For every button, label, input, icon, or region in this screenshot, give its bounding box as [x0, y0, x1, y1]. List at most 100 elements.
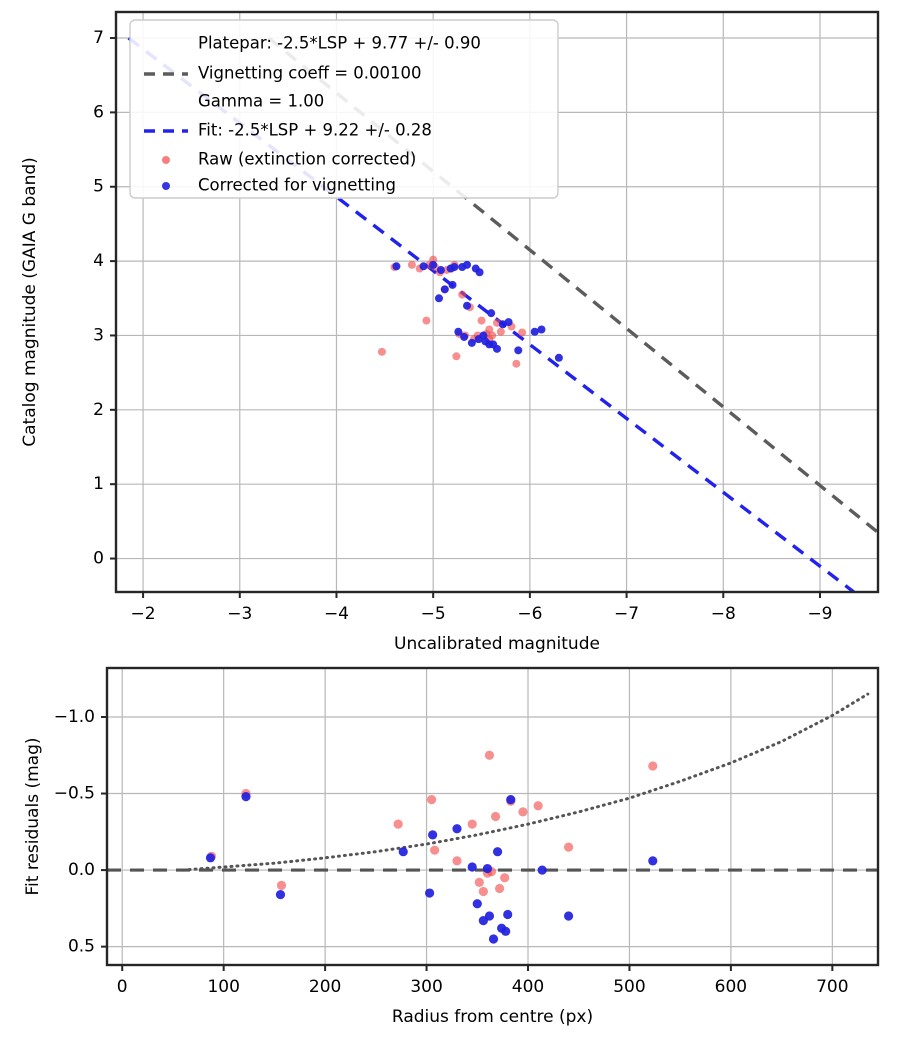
data-point — [533, 801, 543, 811]
ytick-label: 1 — [93, 474, 104, 494]
ytick-label: 5 — [93, 177, 104, 197]
xtick-label: −4 — [324, 604, 349, 624]
data-point — [241, 791, 251, 802]
data-point — [392, 262, 401, 271]
ytick-label: 0.5 — [68, 937, 95, 957]
data-point — [554, 353, 563, 362]
plot-area — [107, 692, 878, 944]
xtick-label: −3 — [227, 604, 252, 624]
axes-residuals: 0 100 200 300 400 500 600 700 0.5 0.0 −0.5 −1.0 Radi… — [23, 666, 880, 1027]
data-point — [463, 260, 472, 269]
data-point — [504, 318, 513, 327]
y-axis-title: Fit residuals (mag) — [23, 738, 43, 896]
data-point — [458, 290, 467, 299]
data-point — [472, 899, 482, 909]
data-point — [563, 842, 574, 852]
legend: Platepar: -2.5*LSP + 9.77 +/- 0.90 Vignet… — [129, 19, 559, 199]
legend-box — [129, 19, 559, 199]
xtick-label: 200 — [309, 977, 341, 997]
ytick-label: 4 — [93, 251, 104, 271]
data-point — [490, 811, 501, 822]
data-point — [467, 862, 477, 872]
xtick-label: −8 — [711, 604, 736, 624]
legend-label: Fit: -2.5*LSP + 9.22 +/- 0.28 — [198, 121, 432, 140]
data-point — [276, 880, 287, 890]
data-point — [275, 889, 286, 900]
legend-label: Corrected for vignetting — [198, 176, 396, 195]
data-point — [485, 325, 494, 334]
data-point — [506, 795, 516, 805]
ytick-label: −0.5 — [54, 784, 95, 804]
data-point — [452, 856, 462, 866]
ytick-label: 0 — [93, 549, 104, 569]
series-corrected — [205, 791, 658, 944]
data-point — [496, 327, 505, 336]
series-corrected — [392, 260, 563, 362]
data-point — [648, 761, 658, 771]
data-point — [422, 316, 431, 325]
data-point — [452, 824, 462, 834]
ytick-label: −1.0 — [54, 707, 95, 727]
data-point — [463, 301, 472, 310]
data-point — [495, 883, 505, 894]
data-point — [492, 847, 503, 857]
ytick-label: 0.0 — [68, 860, 95, 880]
series-raw — [377, 255, 527, 368]
legend-handle-dot-red — [162, 156, 170, 164]
axes-photometry: −2 −3 −4 −5 −6 −7 −8 −9 0 1 2 3 4 5 6 7 Uncalibrated mag… — [20, 10, 880, 654]
data-point — [478, 886, 488, 897]
data-point — [484, 911, 495, 921]
xtick-label: 600 — [715, 977, 747, 997]
data-point — [475, 268, 484, 277]
data-point — [429, 260, 438, 269]
data-point — [488, 934, 499, 944]
data-point — [419, 262, 428, 271]
data-point — [452, 352, 461, 361]
x-axis-title: Uncalibrated magnitude — [394, 634, 600, 654]
data-point — [512, 359, 521, 368]
series-raw — [206, 750, 658, 897]
x-axis-title: Radius from centre (px) — [392, 1007, 593, 1027]
data-point — [467, 338, 476, 347]
data-point — [393, 819, 403, 829]
data-point — [648, 856, 658, 866]
xtick-label: 500 — [613, 977, 645, 997]
xtick-label: −5 — [421, 604, 446, 624]
data-point — [454, 327, 463, 336]
legend-label: Vignetting coeff = 0.00100 — [198, 64, 422, 83]
legend-label: Raw (extinction corrected) — [198, 150, 416, 169]
data-point — [425, 888, 435, 898]
data-point — [537, 865, 547, 875]
xtick-label: 300 — [410, 977, 442, 997]
xtick-label: 0 — [117, 977, 128, 997]
data-point — [514, 346, 523, 355]
data-point — [479, 331, 488, 340]
data-point — [450, 263, 459, 272]
data-point — [501, 926, 511, 936]
data-point — [563, 911, 574, 921]
data-point — [448, 280, 457, 289]
data-point — [467, 819, 477, 829]
data-point — [205, 853, 216, 863]
legend-handle-dot-blue — [162, 182, 170, 190]
data-point — [398, 847, 408, 857]
data-point — [377, 347, 386, 356]
data-point — [474, 877, 484, 887]
data-point — [477, 316, 486, 325]
data-point — [537, 325, 546, 334]
data-point — [493, 344, 501, 353]
plot-area — [127, 36, 878, 592]
xtick-label: −6 — [517, 604, 542, 624]
data-point — [440, 285, 449, 294]
y-axis-title: Catalog magnitude (GAIA G band) — [20, 157, 40, 447]
data-point — [518, 807, 528, 817]
data-point — [482, 863, 493, 874]
axes-frame — [114, 10, 880, 594]
data-point — [487, 309, 496, 318]
data-point — [427, 795, 437, 805]
data-point — [436, 266, 445, 275]
fit-line-fit — [127, 36, 855, 592]
data-point — [503, 909, 513, 920]
